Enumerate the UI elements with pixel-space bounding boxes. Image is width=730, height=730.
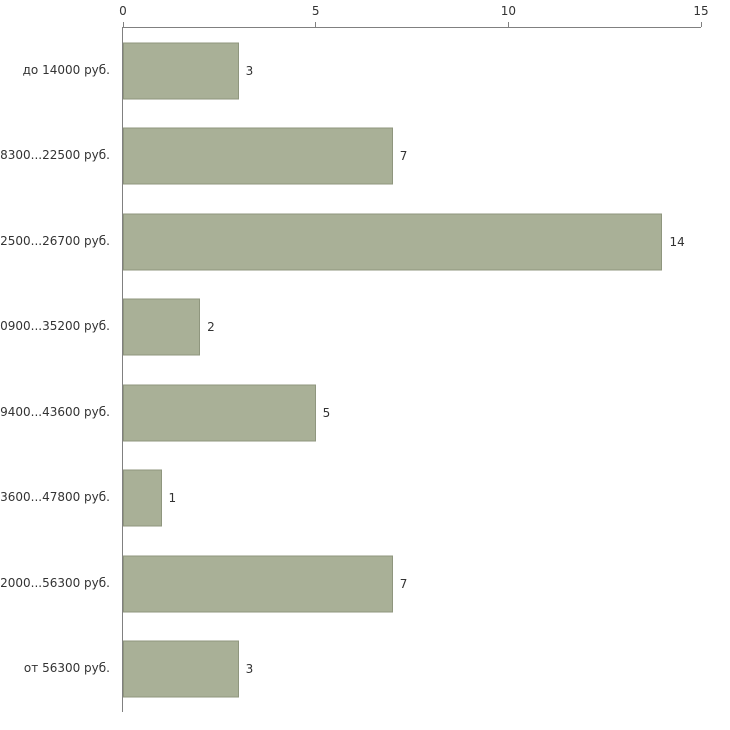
y-axis-category-label: 39400...43600 руб. xyxy=(0,404,110,419)
y-axis-category-label: 18300...22500 руб. xyxy=(0,148,110,163)
x-axis-tick-mark xyxy=(507,22,509,27)
bar xyxy=(123,469,162,527)
x-axis-tick-mark xyxy=(700,22,702,27)
y-axis-category-label: 22500...26700 руб. xyxy=(0,233,110,248)
x-axis-tick-label: 5 xyxy=(311,4,320,18)
bar xyxy=(123,640,239,698)
x-axis-tick-label: 10 xyxy=(500,4,516,18)
bar xyxy=(123,555,393,613)
y-axis-category-label: от 56300 руб. xyxy=(23,661,110,676)
y-axis-category-label: 30900...35200 руб. xyxy=(0,319,110,334)
y-axis-category-label: до 14000 руб. xyxy=(22,62,110,77)
bar-value-label: 3 xyxy=(245,662,254,677)
bar xyxy=(123,298,201,356)
bar-row: 2 xyxy=(123,285,701,371)
y-axis-category-label: 52000...56300 руб. xyxy=(0,575,110,590)
bar-value-label: 3 xyxy=(245,63,254,78)
plot-area: 0 5 10 15 3 7 14 2 5 1 7 3 xyxy=(119,4,709,713)
x-axis-tick-mark xyxy=(122,22,124,27)
bar-row: 3 xyxy=(123,28,701,114)
bar-value-label: 5 xyxy=(322,405,331,420)
bar-value-label: 7 xyxy=(399,149,408,164)
bar-row: 7 xyxy=(123,114,701,200)
bar xyxy=(123,127,393,185)
bar-row: 1 xyxy=(123,456,701,542)
bar-value-label: 7 xyxy=(399,576,408,591)
bar-value-label: 1 xyxy=(168,491,177,506)
bar-row: 7 xyxy=(123,541,701,627)
bar-value-label: 2 xyxy=(207,320,215,335)
bar xyxy=(123,213,663,271)
bar xyxy=(123,42,239,100)
bar xyxy=(123,384,316,442)
x-axis-tick-label: 0 xyxy=(119,4,127,18)
bar-value-label: 14 xyxy=(669,234,685,249)
bar-row: 5 xyxy=(123,370,701,456)
x-axis-tick-label: 15 xyxy=(693,4,709,18)
x-axis-tick-mark xyxy=(315,22,317,27)
bar-row: 3 xyxy=(123,627,701,713)
y-axis-labels: до 14000 руб. 18300...22500 руб. 22500...2… xyxy=(0,27,116,711)
bar-row: 14 xyxy=(123,199,701,285)
y-axis-category-label: 43600...47800 руб. xyxy=(0,490,110,505)
